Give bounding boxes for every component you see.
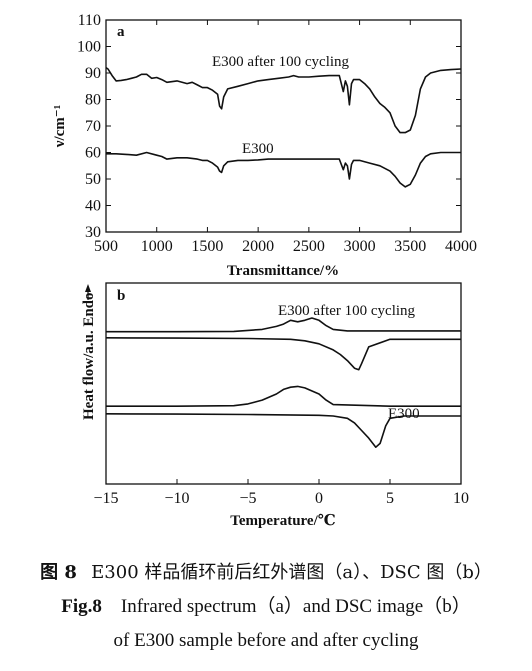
y-tick-label-a-80: 80 — [85, 92, 101, 109]
y-axis-title-b: Heat flow/a.u. Endo — [81, 292, 97, 420]
x-tick-label-b--5: −5 — [239, 490, 256, 507]
panel-label-b: b — [117, 288, 125, 304]
axis-ticks-b — [105, 479, 462, 484]
annotation-e300-a: E300 — [242, 141, 274, 157]
y-tick-label-a-70: 70 — [85, 118, 101, 135]
plot-frame-b — [105, 282, 462, 485]
x-tick-label-b--15: −15 — [93, 490, 118, 507]
caption-en-text-2: of E300 sample before and after cycling — [113, 630, 419, 651]
dsc-panel: −15 −10 −5 0 5 10 b E300 after 100 cycling E3… — [81, 282, 469, 529]
caption-english-line-1: Fig.8 Infrared spectrum（a）and DSC image（… — [0, 590, 532, 624]
x-tick-label-a-1500: 1500 — [191, 238, 223, 255]
x-axis-title-a: Transmittance/% — [227, 263, 339, 279]
y-tick-label-a-50: 50 — [85, 171, 101, 188]
y-tick-label-a-60: 60 — [85, 145, 101, 162]
x-tick-label-b-0: 0 — [315, 490, 323, 507]
x-tick-label-a-4000: 4000 — [445, 238, 477, 255]
series-a-e300-after-100-cycling — [105, 67, 462, 134]
x-tick-labels-b: −15 −10 −5 0 5 10 — [93, 490, 469, 507]
caption-en-label: Fig.8 — [61, 596, 102, 617]
caption-cn-text: E300 样品循环前后红外谱图（a）、DSC 图（b） — [91, 562, 492, 583]
endo-arrow-icon — [85, 284, 91, 300]
x-tick-label-a-3000: 3000 — [344, 238, 376, 255]
caption-en-text-1: Infrared spectrum（a）and DSC image（b） — [120, 596, 471, 617]
annotation-e300-b: E300 — [388, 406, 420, 422]
figure: 500 1000 1500 2000 2500 3000 3500 4000 30405060… — [52, 12, 477, 529]
y-tick-label-a-30: 30 — [85, 224, 101, 241]
y-tick-label-a-90: 90 — [85, 65, 101, 82]
series-b-e300-after-100-cycling-cooling — [105, 337, 461, 371]
caption-cn-label: 图 8 — [40, 562, 77, 583]
series-b-e300-heating — [106, 385, 461, 407]
plot-frame-a — [105, 19, 462, 233]
y-tick-label-a-100: 100 — [77, 39, 101, 56]
x-tick-label-a-3500: 3500 — [394, 238, 426, 255]
annotation-e300-cycled-b: E300 after 100 cycling — [278, 303, 416, 319]
series-a-e300 — [106, 151, 461, 188]
annotation-e300-cycled-a: E300 after 100 cycling — [212, 54, 350, 70]
y-tick-label-a-110: 110 — [78, 12, 101, 29]
caption-english-line-2: of E300 sample before and after cycling — [0, 624, 532, 658]
y-tick-label-a-40: 40 — [85, 198, 101, 215]
x-tick-label-a-500: 500 — [94, 238, 118, 255]
x-tick-label-b--10: −10 — [164, 490, 189, 507]
figure-caption: 图 8 E300 样品循环前后红外谱图（a）、DSC 图（b） Fig.8 In… — [0, 556, 532, 658]
y-tick-labels-a: 30 40 50 60 70 80 90 100 110 — [77, 12, 101, 241]
x-tick-label-a-2000: 2000 — [242, 238, 274, 255]
x-axis-title-b: Temperature/℃ — [230, 513, 335, 529]
axis-ticks-a — [105, 19, 462, 233]
panel-label-a: a — [117, 24, 125, 40]
x-tick-label-b-10: 10 — [453, 490, 469, 507]
ir-spectrum-panel: 500 1000 1500 2000 2500 3000 3500 4000 30 40 50 60… — [52, 12, 477, 279]
series-b-e300-after-100-cycling-heating — [106, 317, 461, 333]
caption-chinese: 图 8 E300 样品循环前后红外谱图（a）、DSC 图（b） — [0, 556, 532, 590]
series-b-e300-cooling — [105, 413, 461, 448]
series-group-a — [105, 67, 462, 188]
x-tick-label-b-5: 5 — [386, 490, 394, 507]
y-axis-title-a: ν/cm⁻¹ — [52, 105, 68, 148]
x-tick-labels-a: 500 1000 1500 2000 2500 3000 3500 4000 — [94, 238, 477, 255]
x-tick-label-a-2500: 2500 — [293, 238, 325, 255]
x-tick-label-a-1000: 1000 — [141, 238, 173, 255]
series-group-b — [105, 317, 461, 448]
